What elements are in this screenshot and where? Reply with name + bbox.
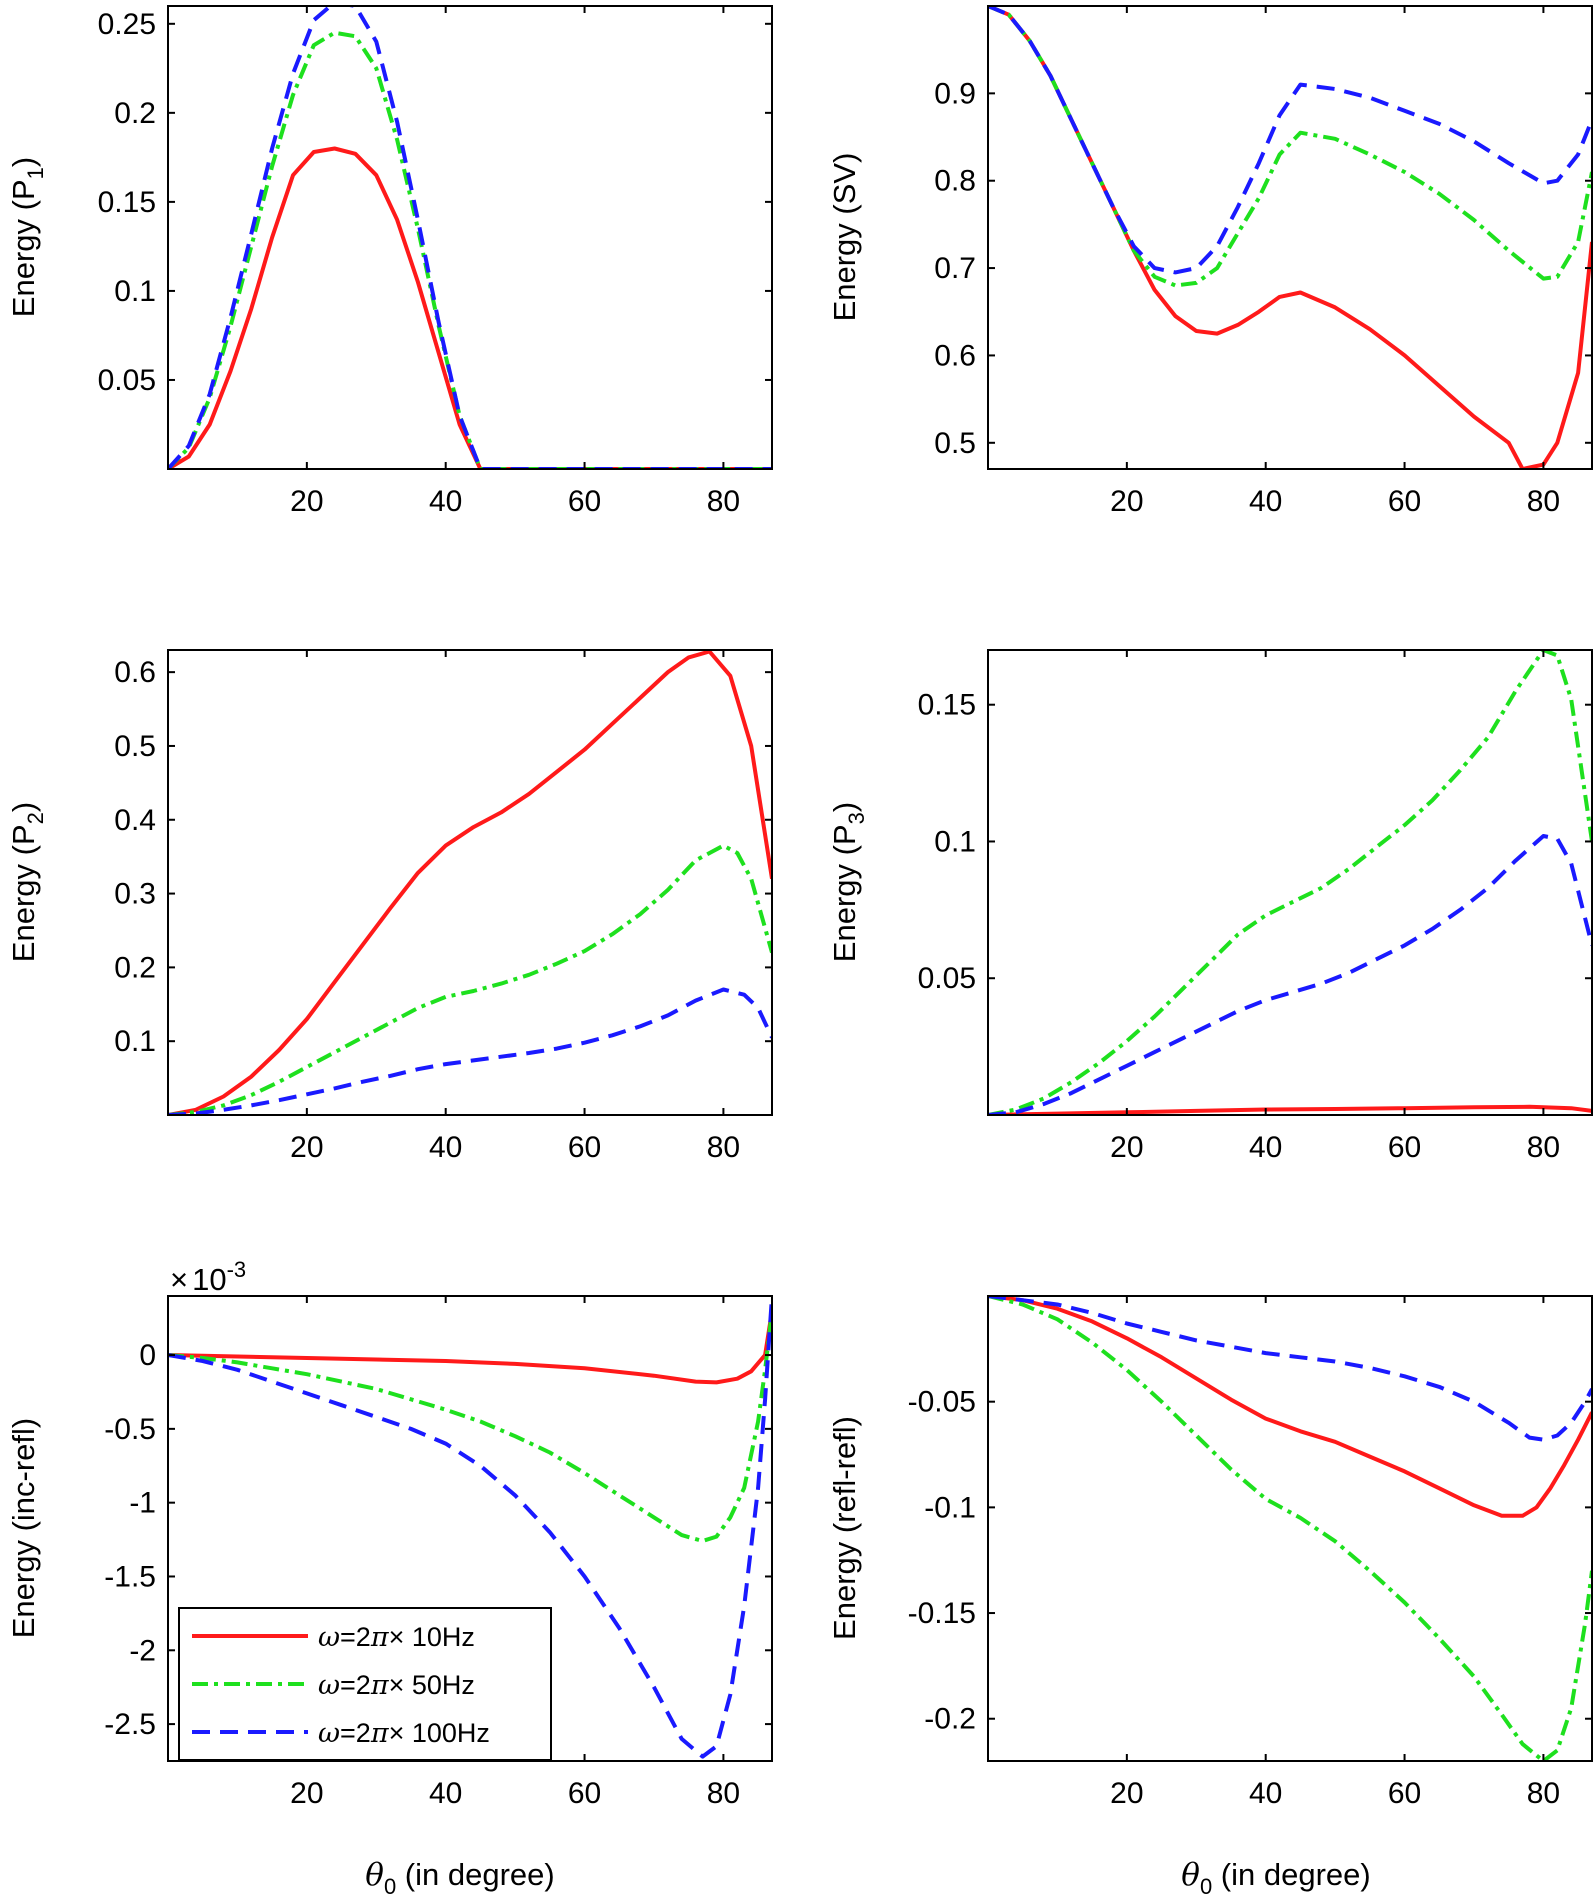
axes-box-p2	[167, 649, 773, 1116]
ylabel-increfl: Energy (inc-refl)	[6, 1418, 41, 1639]
ylabel-p2: Energy (P2)	[6, 802, 48, 962]
ytick-label-p1-2: 0.15	[98, 186, 156, 219]
ytick-label-increfl-4: -2	[129, 1634, 156, 1667]
xtick-label-reflrefl-60: 60	[1388, 1777, 1421, 1810]
ytick-label-p2-5: 0.6	[114, 656, 156, 689]
ytick-label-sv-4: 0.9	[934, 77, 976, 110]
ytick-label-reflrefl-0: -0.05	[908, 1386, 976, 1419]
xtick-label-p1-80: 80	[707, 485, 740, 518]
panel-p3: 20 40 60 80 0.05 0.1 0.15 Energy (P3)	[827, 649, 1593, 1164]
ytick-label-p1-3: 0.2	[114, 97, 156, 130]
series-reflrefl-s50	[988, 1296, 1592, 1761]
panels: 20 40 60 80 0.05 0.1 0.15 0.2 0.25 Energy (P1) 20 4…	[6, 5, 1593, 1810]
xlabel-left: θ0 (in degree)	[365, 1857, 554, 1899]
xlabel-right: θ0 (in degree)	[1181, 1857, 1370, 1899]
xtick-label-sv-60: 60	[1388, 485, 1421, 518]
xtick-label-sv-80: 80	[1527, 485, 1560, 518]
xtick-label-p1-60: 60	[568, 485, 601, 518]
ytick-label-p2-2: 0.3	[114, 878, 156, 911]
axes-box-p3	[987, 649, 1593, 1116]
multiplier-label: × 10-3	[170, 1257, 246, 1297]
axes-box-reflrefl	[987, 1295, 1593, 1762]
ytick-label-increfl-2: -1	[129, 1487, 156, 1520]
legend-label-10hz: ω=2π× 10Hz	[318, 1622, 475, 1653]
xtick-label-reflrefl-20: 20	[1110, 1777, 1143, 1810]
xtick-label-p3-20: 20	[1110, 1131, 1143, 1164]
legend-label-100hz: ω=2π× 100Hz	[318, 1718, 490, 1749]
series-p3-s10	[988, 1104, 1592, 1115]
xtick-label-p2-20: 20	[290, 1131, 323, 1164]
series-p1-s10	[168, 146, 772, 469]
ylabel-reflrefl: Energy (refl-refl)	[827, 1416, 862, 1640]
ytick-label-p1-1: 0.1	[114, 275, 156, 308]
ylabel-p1: Energy (P1)	[6, 157, 48, 317]
ylabel-sv: Energy (SV)	[827, 153, 862, 322]
xtick-label-p1-20: 20	[290, 485, 323, 518]
legend: ω=2π× 10Hz ω=2π× 50Hz ω=2π× 100Hz	[178, 1607, 552, 1761]
ytick-label-increfl-3: -1.5	[104, 1560, 156, 1593]
ytick-label-increfl-5: -2.5	[104, 1708, 156, 1741]
xtick-label-reflrefl-40: 40	[1249, 1777, 1282, 1810]
xtick-label-increfl-20: 20	[290, 1777, 323, 1810]
panel-p1: 20 40 60 80 0.05 0.1 0.15 0.2 0.25 Energy (P1)	[6, 5, 773, 518]
ytick-label-p3-0: 0.05	[918, 962, 976, 995]
ytick-label-p2-4: 0.5	[114, 730, 156, 763]
ytick-label-sv-1: 0.6	[934, 339, 976, 372]
series-p3-s100	[988, 834, 1592, 1115]
xtick-label-sv-20: 20	[1110, 485, 1143, 518]
legend-label-50hz: ω=2π× 50Hz	[318, 1670, 475, 1701]
panel-p2: 20 40 60 80 0.1 0.2 0.3 0.4 0.5 0.6 Energy (P2)	[6, 649, 773, 1164]
ytick-label-p2-0: 0.1	[114, 1025, 156, 1058]
series-increfl-s10	[168, 1310, 772, 1385]
ytick-label-p2-1: 0.2	[114, 951, 156, 984]
xtick-label-sv-40: 40	[1249, 485, 1282, 518]
ytick-label-reflrefl-2: -0.15	[908, 1597, 976, 1630]
legend-box	[178, 1607, 552, 1761]
panel-sv: 20 40 60 80 0.5 0.6 0.7 0.8 0.9 Energy (SV)	[827, 5, 1593, 518]
series-increfl-s50	[168, 1310, 772, 1543]
ytick-label-increfl-1: -0.5	[104, 1413, 156, 1446]
ylabel-p3: Energy (P3)	[827, 802, 869, 962]
ytick-label-sv-0: 0.5	[934, 427, 976, 460]
ytick-label-p2-3: 0.4	[114, 804, 156, 837]
ytick-label-reflrefl-3: -0.2	[924, 1703, 976, 1736]
series-reflrefl-s100	[988, 1296, 1592, 1442]
ytick-label-sv-3: 0.8	[934, 165, 976, 198]
series-increfl-s100	[168, 1296, 772, 1759]
xtick-label-p3-80: 80	[1527, 1131, 1560, 1164]
series-p2-s50	[168, 843, 772, 1115]
series-p3-s50	[988, 650, 1592, 1115]
axes-box-sv	[987, 5, 1593, 470]
xtick-label-increfl-80: 80	[707, 1777, 740, 1810]
xtick-label-p2-60: 60	[568, 1131, 601, 1164]
ytick-label-p3-1: 0.1	[934, 825, 976, 858]
ytick-label-p1-4: 0.25	[98, 8, 156, 41]
series-p2-s100	[168, 987, 772, 1115]
series-reflrefl-s10	[988, 1296, 1592, 1518]
xtick-label-p1-40: 40	[429, 485, 462, 518]
ytick-label-increfl-0: 0	[139, 1339, 156, 1372]
xtick-label-p2-80: 80	[707, 1131, 740, 1164]
ytick-label-sv-2: 0.7	[934, 252, 976, 285]
xtick-label-increfl-60: 60	[568, 1777, 601, 1810]
xtick-label-p3-40: 40	[1249, 1131, 1282, 1164]
ytick-label-p1-0: 0.05	[98, 364, 156, 397]
xtick-label-reflrefl-80: 80	[1527, 1777, 1560, 1810]
series-sv-s100	[988, 6, 1592, 275]
xtick-label-increfl-40: 40	[429, 1777, 462, 1810]
ytick-label-reflrefl-1: -0.1	[924, 1491, 976, 1524]
xtick-label-p3-60: 60	[1388, 1131, 1421, 1164]
axes-box-p1	[167, 5, 773, 470]
xtick-label-p2-40: 40	[429, 1131, 462, 1164]
ytick-label-p3-2: 0.15	[918, 689, 976, 722]
series-p2-s10	[168, 650, 772, 1115]
panel-reflrefl: 20 40 60 80 -0.05 -0.1 -0.15 -0.2 Energy (refl-r…	[827, 1295, 1593, 1810]
